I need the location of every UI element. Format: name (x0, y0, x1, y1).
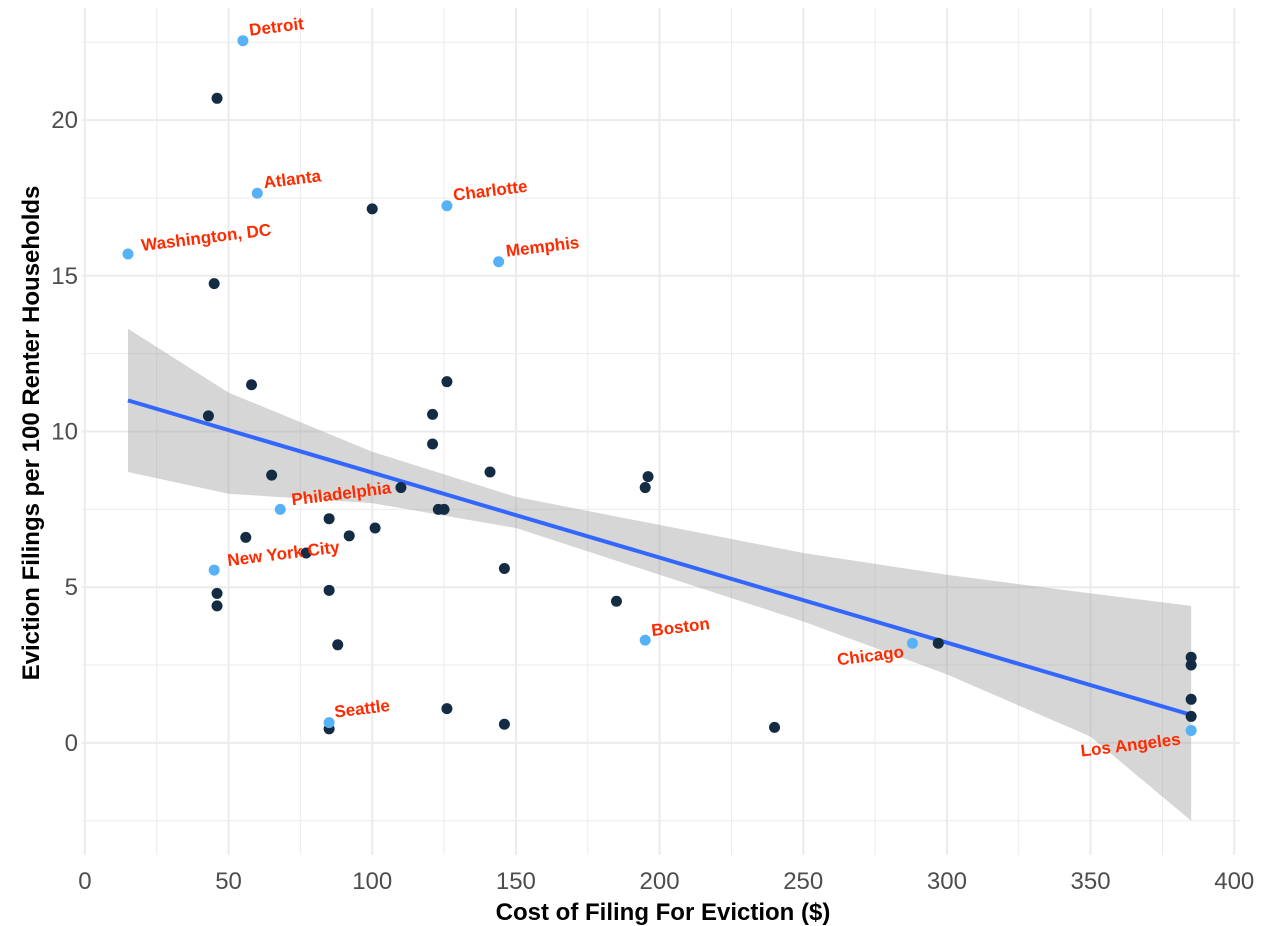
data-point (208, 278, 220, 290)
data-point (1185, 659, 1197, 671)
x-tick-label: 400 (1214, 868, 1254, 895)
data-point (343, 530, 355, 542)
x-tick-label: 100 (352, 868, 392, 895)
data-point (266, 469, 278, 481)
y-tick-label: 20 (51, 107, 78, 134)
data-point (639, 482, 651, 494)
data-point (323, 513, 335, 525)
highlighted-point (639, 634, 651, 646)
data-point (246, 379, 258, 391)
x-tick-label: 250 (783, 868, 823, 895)
data-point (932, 637, 944, 649)
grid-lines (82, 8, 1240, 855)
trend-line-layer (127, 398, 1192, 717)
data-point (438, 503, 450, 515)
y-tick-label: 0 (65, 730, 78, 757)
data-point (211, 92, 223, 104)
highlighted-point (493, 256, 505, 268)
data-point (300, 547, 312, 559)
city-label: Seattle (333, 696, 391, 722)
data-point (395, 482, 407, 494)
x-tick-label: 0 (78, 868, 91, 895)
highlighted-point (237, 35, 249, 47)
x-tick-label: 200 (640, 868, 680, 895)
data-point (332, 639, 344, 651)
data-point (211, 600, 223, 612)
data-point (441, 703, 453, 715)
data-point (427, 438, 439, 450)
data-point (323, 584, 335, 596)
tick-labels-layer: 0 50 100 150 200 250 300 350 400 0 5 10 15 20 (51, 107, 1254, 895)
y-tick-label: 5 (65, 574, 78, 601)
y-axis-title: Eviction Filings per 100 Renter Househol… (18, 186, 45, 681)
data-point (1185, 651, 1197, 663)
x-tick-label: 300 (927, 868, 967, 895)
data-point (498, 718, 510, 730)
data-point (642, 471, 654, 483)
data-point (484, 466, 496, 478)
data-point (240, 531, 252, 543)
data-point (427, 408, 439, 420)
highlighted-point (122, 248, 134, 260)
highlighted-point (441, 200, 453, 212)
city-label: Detroit (248, 14, 305, 40)
city-label: Charlotte (452, 177, 528, 205)
highlighted-point (906, 637, 918, 649)
data-point (498, 563, 510, 575)
data-point (1185, 693, 1197, 705)
data-point (366, 203, 378, 215)
y-tick-label: 10 (51, 419, 78, 446)
highlighted-point (208, 564, 220, 576)
highlighted-point (323, 717, 335, 729)
highlighted-point (1185, 724, 1197, 736)
data-point (369, 522, 381, 534)
data-point (202, 410, 214, 422)
data-point (441, 376, 453, 388)
x-tick-label: 150 (496, 868, 536, 895)
data-point (769, 721, 781, 733)
highlighted-point (251, 187, 263, 199)
data-point (211, 587, 223, 599)
y-tick-label: 15 (51, 263, 78, 290)
data-point (610, 595, 622, 607)
x-tick-label: 50 (215, 868, 242, 895)
x-axis-title: Cost of Filing For Eviction ($) (496, 899, 831, 926)
x-tick-label: 350 (1071, 868, 1111, 895)
city-label: Atlanta (262, 166, 322, 192)
data-point (1185, 710, 1197, 722)
data-points-layer (122, 35, 1197, 736)
city-label: Washington, DC (140, 220, 272, 255)
highlighted-point (274, 503, 286, 515)
trend-line (127, 398, 1192, 717)
